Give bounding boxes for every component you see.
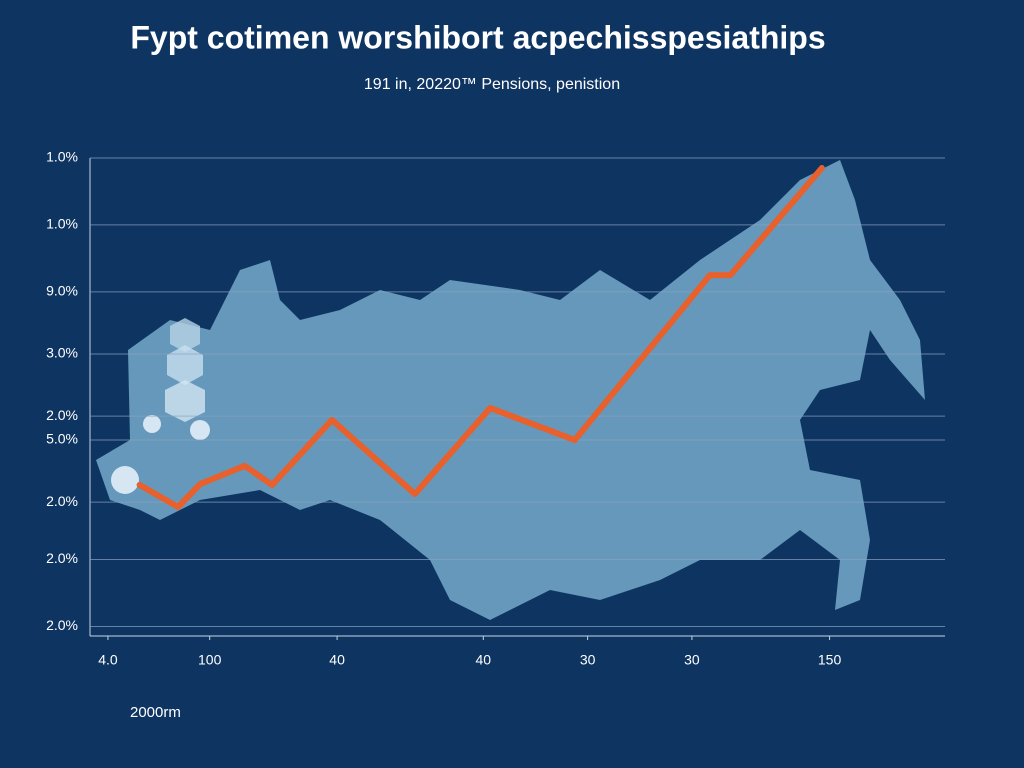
x-tick-label: 150 — [818, 652, 842, 668]
y-tick-label: 3.0% — [46, 345, 78, 361]
y-tick-label: 2.0% — [46, 617, 78, 633]
y-tick-label: 9.0% — [46, 283, 78, 299]
data-line — [136, 165, 825, 510]
bubble — [143, 415, 161, 433]
x-tick-label: 30 — [684, 652, 700, 668]
y-tick-label: 2.0% — [46, 493, 78, 509]
bubble — [111, 466, 139, 494]
hexagon — [165, 380, 205, 422]
y-tick-label: 1.0% — [46, 149, 78, 165]
hexagon — [167, 345, 203, 385]
x-tick-label: 30 — [580, 652, 596, 668]
bubble — [190, 420, 210, 440]
y-tick-label: 2.0% — [46, 407, 78, 423]
y-tick-label: 1.0% — [46, 216, 78, 232]
y-tick-label: 2.0% — [46, 550, 78, 566]
y-tick-label: 5.0% — [46, 431, 78, 447]
x-tick-label: 4.0 — [98, 652, 118, 668]
legend-label: 2000rm — [130, 704, 181, 721]
hexagon — [170, 318, 200, 352]
x-tick-label: 40 — [476, 652, 492, 668]
chart-subtitle: 191 in, 20220™ Pensions, penistion — [364, 76, 620, 93]
x-tick-label: 100 — [198, 652, 222, 668]
chart-title: Fypt cotimen worshibort acpechisspesiath… — [130, 19, 825, 55]
x-tick-label: 40 — [329, 652, 345, 668]
